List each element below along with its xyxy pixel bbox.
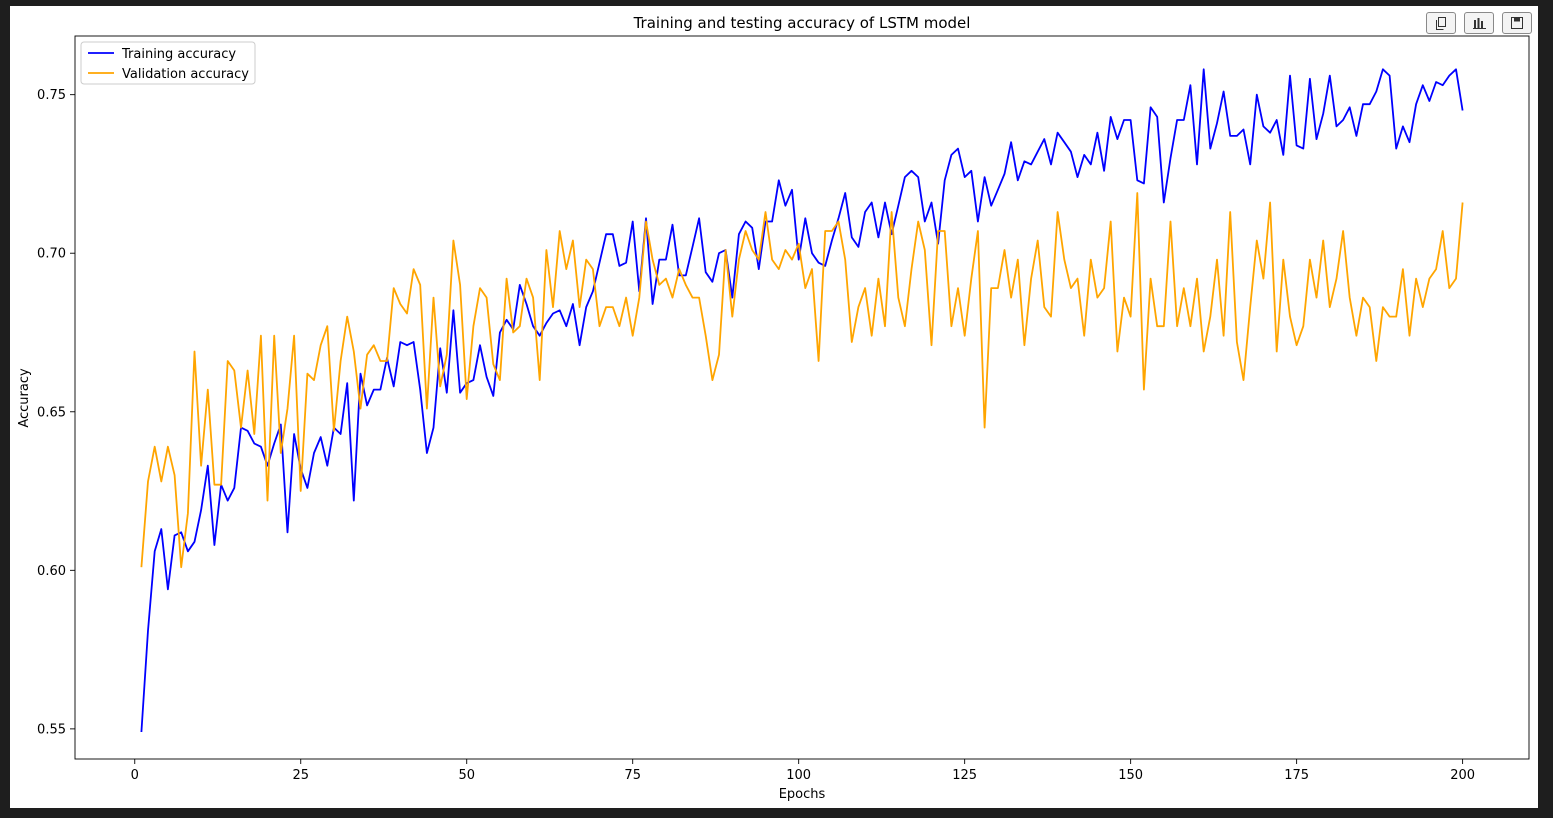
legend-label-validation: Validation accuracy — [122, 67, 249, 82]
x-tick-label: 175 — [1284, 768, 1309, 783]
plot-frame — [74, 35, 1530, 760]
legend: Training accuracy Validation accuracy — [80, 41, 256, 85]
x-tick-label: 0 — [131, 768, 139, 783]
legend-label-training: Training accuracy — [121, 47, 236, 62]
x-tick-label: 100 — [786, 768, 811, 783]
save-icon — [1511, 17, 1523, 29]
x-tick-label: 150 — [1118, 768, 1143, 783]
save-button[interactable] — [1502, 12, 1532, 34]
y-tick-label: 0.60 — [37, 564, 66, 579]
y-tick-label: 0.55 — [37, 722, 66, 737]
line-chart: Training and testing accuracy of LSTM mo… — [17, 14, 1530, 802]
x-tick-label: 125 — [952, 768, 977, 783]
x-tick-label: 25 — [292, 768, 309, 783]
x-tick-label: 200 — [1450, 768, 1475, 783]
y-axis-label: Accuracy — [17, 368, 32, 428]
copy-icon — [1436, 16, 1446, 30]
chart-figure: Training and testing accuracy of LSTM mo… — [10, 6, 1538, 808]
legend-box — [80, 41, 256, 85]
series-line-validation — [140, 192, 1464, 569]
copy-button[interactable] — [1426, 12, 1456, 34]
x-tick-label: 75 — [624, 768, 641, 783]
chart-toolbar — [1426, 12, 1532, 34]
x-axis-label: Epochs — [779, 787, 826, 802]
chart-title: Training and testing accuracy of LSTM mo… — [633, 14, 971, 32]
show-chart-button[interactable] — [1464, 12, 1494, 34]
series-line-training — [140, 68, 1464, 733]
y-tick-label: 0.75 — [37, 88, 66, 103]
y-tick-label: 0.65 — [37, 405, 66, 420]
bar-chart-icon — [1472, 18, 1486, 29]
y-tick-label: 0.70 — [37, 247, 66, 262]
x-tick-label: 50 — [458, 768, 475, 783]
